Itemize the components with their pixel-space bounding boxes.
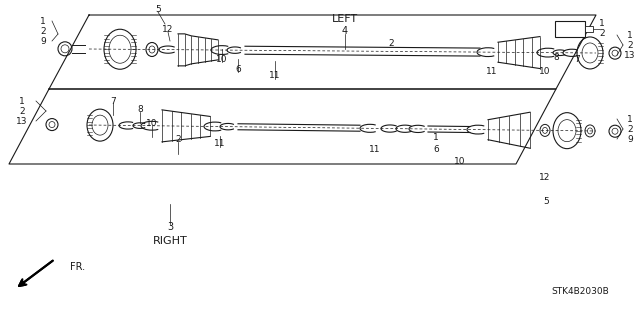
- Text: 3: 3: [167, 222, 173, 232]
- Text: 10: 10: [540, 66, 551, 76]
- Text: 11: 11: [486, 66, 498, 76]
- Text: 1: 1: [433, 132, 439, 142]
- Text: 2: 2: [388, 39, 394, 48]
- Text: 2: 2: [627, 41, 633, 49]
- Text: 1: 1: [19, 97, 25, 106]
- Text: 10: 10: [216, 55, 228, 63]
- Text: 2: 2: [175, 135, 181, 144]
- Text: 4: 4: [342, 26, 348, 36]
- Text: 13: 13: [624, 50, 636, 60]
- Text: 1: 1: [627, 115, 633, 123]
- Text: 11: 11: [369, 145, 381, 153]
- Text: 12: 12: [163, 25, 173, 33]
- Text: RIGHT: RIGHT: [152, 236, 188, 246]
- Text: 5: 5: [543, 197, 549, 205]
- FancyBboxPatch shape: [585, 26, 593, 32]
- FancyBboxPatch shape: [555, 21, 585, 37]
- Text: LEFT: LEFT: [332, 14, 358, 24]
- Text: 9: 9: [40, 36, 46, 46]
- Text: FR.: FR.: [70, 262, 85, 272]
- Text: 1: 1: [599, 19, 605, 27]
- Text: 7: 7: [574, 55, 580, 63]
- Text: 8: 8: [137, 105, 143, 114]
- Text: 2: 2: [599, 29, 605, 39]
- Text: 2: 2: [627, 124, 633, 133]
- Text: 11: 11: [214, 139, 226, 149]
- Text: STK4B2030B: STK4B2030B: [551, 286, 609, 295]
- Text: 1: 1: [627, 31, 633, 40]
- Text: 6: 6: [433, 145, 439, 153]
- Text: 2: 2: [19, 107, 25, 115]
- Text: 10: 10: [454, 157, 466, 166]
- Text: 10: 10: [147, 118, 157, 128]
- Text: 13: 13: [16, 116, 28, 125]
- Text: 9: 9: [627, 135, 633, 144]
- Text: 12: 12: [540, 173, 550, 182]
- Text: 1: 1: [40, 17, 46, 26]
- Text: 7: 7: [110, 97, 116, 106]
- Text: 6: 6: [235, 64, 241, 73]
- Text: 5: 5: [155, 4, 161, 13]
- Text: 8: 8: [553, 53, 559, 62]
- Text: 2: 2: [40, 26, 46, 35]
- Text: 11: 11: [269, 71, 281, 80]
